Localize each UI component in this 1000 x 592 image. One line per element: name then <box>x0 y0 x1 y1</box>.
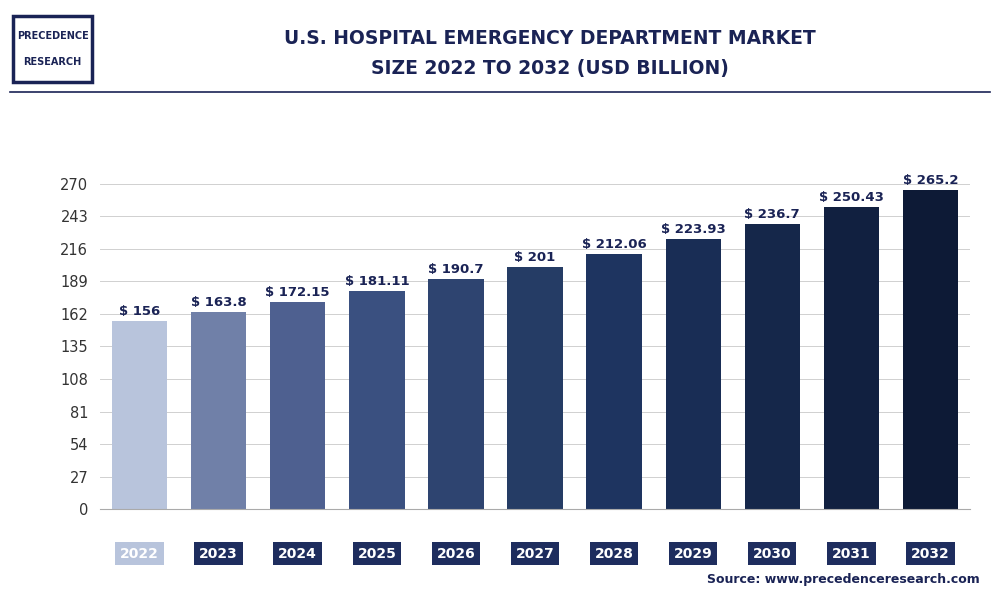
Bar <box>586 253 642 509</box>
Text: $ 201: $ 201 <box>514 251 556 264</box>
Text: $ 212.06: $ 212.06 <box>582 237 646 250</box>
Bar <box>666 239 721 509</box>
Text: 2029: 2029 <box>674 546 713 561</box>
Bar <box>745 224 800 509</box>
Text: $ 181.11: $ 181.11 <box>345 275 409 288</box>
Text: $ 250.43: $ 250.43 <box>819 191 884 204</box>
Text: 2030: 2030 <box>753 546 792 561</box>
Text: 2022: 2022 <box>120 546 159 561</box>
Text: PRECEDENCE: PRECEDENCE <box>17 31 88 40</box>
Text: 2031: 2031 <box>832 546 871 561</box>
Text: Source: www.precedenceresearch.com: Source: www.precedenceresearch.com <box>707 573 980 586</box>
Text: $ 163.8: $ 163.8 <box>191 296 247 309</box>
Text: $ 156: $ 156 <box>119 305 160 318</box>
Bar <box>903 189 958 509</box>
Text: 2026: 2026 <box>437 546 475 561</box>
FancyBboxPatch shape <box>13 15 92 82</box>
Bar <box>824 207 879 509</box>
Text: 2032: 2032 <box>911 546 950 561</box>
Text: U.S. HOSPITAL EMERGENCY DEPARTMENT MARKET: U.S. HOSPITAL EMERGENCY DEPARTMENT MARKE… <box>284 29 816 48</box>
Text: 2028: 2028 <box>595 546 634 561</box>
Bar <box>428 279 484 509</box>
Text: SIZE 2022 TO 2032 (USD BILLION): SIZE 2022 TO 2032 (USD BILLION) <box>371 59 729 78</box>
Bar <box>270 302 325 509</box>
Text: $ 190.7: $ 190.7 <box>428 263 484 276</box>
Text: 2025: 2025 <box>357 546 396 561</box>
Text: 2023: 2023 <box>199 546 238 561</box>
Bar <box>507 267 563 509</box>
Text: $ 172.15: $ 172.15 <box>265 286 330 299</box>
Text: $ 236.7: $ 236.7 <box>744 208 800 221</box>
Text: RESEARCH: RESEARCH <box>23 57 82 67</box>
Bar <box>349 291 404 509</box>
Text: $ 265.2: $ 265.2 <box>903 173 958 186</box>
Text: 2027: 2027 <box>516 546 554 561</box>
Bar <box>191 312 246 509</box>
Text: $ 223.93: $ 223.93 <box>661 223 726 236</box>
Text: 2024: 2024 <box>278 546 317 561</box>
Bar <box>112 321 167 509</box>
